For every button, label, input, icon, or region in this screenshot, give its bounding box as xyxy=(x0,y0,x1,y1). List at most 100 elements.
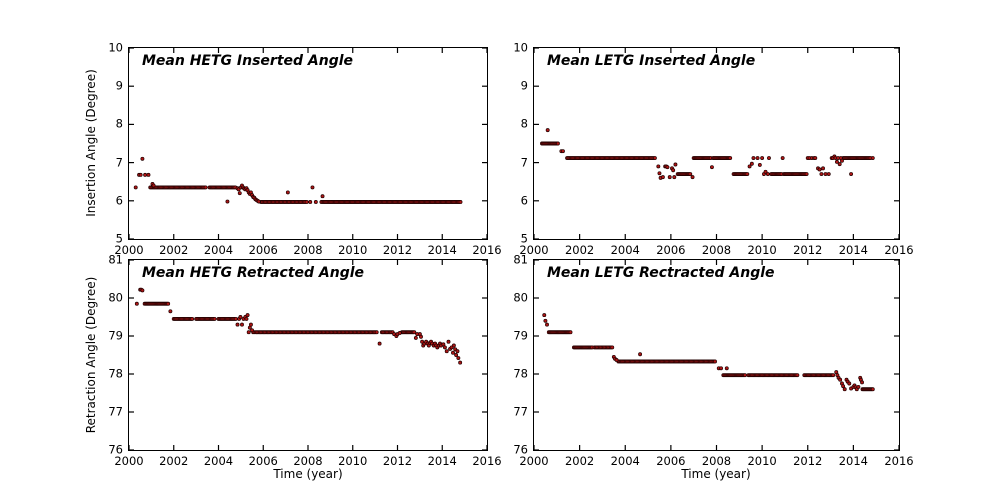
x-tick-label: 2010 xyxy=(338,243,368,257)
x-tick-label: 2002 xyxy=(159,454,189,468)
x-tick-label: 2000 xyxy=(519,454,549,468)
data-point xyxy=(817,167,822,172)
data-point xyxy=(826,172,831,177)
x-tick-label: 2008 xyxy=(293,454,323,468)
x-tick-label: 2014 xyxy=(838,243,869,257)
data-point xyxy=(556,141,560,146)
x-tick-label: 2008 xyxy=(701,454,732,468)
y-tick-label: 10 xyxy=(513,40,528,55)
y-tick-label: 8 xyxy=(115,116,123,131)
y-tick-label: 8 xyxy=(520,116,528,131)
x-tick-label: 2002 xyxy=(564,243,595,257)
data-point xyxy=(638,352,643,357)
x-tick-label: 2010 xyxy=(747,454,777,468)
data-point xyxy=(151,183,156,188)
data-point xyxy=(545,128,550,133)
scatter-canvas xyxy=(129,260,487,450)
data-point xyxy=(233,316,238,321)
data-point xyxy=(831,373,836,378)
data-point xyxy=(561,149,565,154)
x-axis-title-right: Time (year) xyxy=(681,467,751,481)
data-point xyxy=(397,331,402,335)
data-point xyxy=(823,172,828,177)
y-tick-label: 77 xyxy=(513,404,528,419)
data-point xyxy=(713,359,717,364)
data-point xyxy=(225,199,230,204)
data-point xyxy=(747,164,752,169)
data-point xyxy=(719,366,724,371)
x-tick-label: 2012 xyxy=(793,243,823,257)
data-point xyxy=(441,342,446,347)
x-tick-label: 2016 xyxy=(472,454,502,468)
scatter-canvas xyxy=(129,48,487,239)
data-point xyxy=(673,162,678,167)
data-point xyxy=(763,169,768,174)
data-point xyxy=(168,309,173,314)
data-point xyxy=(542,313,547,318)
panel-letg-inserted: Mean LETG Inserted Angle 2000 2002 2004 200… xyxy=(513,40,913,257)
y-tick-label: 80 xyxy=(108,290,123,305)
data-point xyxy=(320,194,325,199)
data-point xyxy=(166,301,171,306)
data-point xyxy=(657,171,662,176)
data-point xyxy=(847,381,852,386)
x-tick-label: 2004 xyxy=(610,454,640,468)
x-tick-label: 2000 xyxy=(114,454,144,468)
data-point xyxy=(757,162,762,167)
x-tick-label: 2006 xyxy=(248,243,278,257)
panel-hetg-inserted: Mean HETG Inserted Angle 2000 2002 2004 200… xyxy=(108,40,501,257)
x-tick-label: 2016 xyxy=(884,243,914,257)
data-point xyxy=(765,172,770,177)
x-tick-label: 2006 xyxy=(656,454,686,468)
y-tick-label: 78 xyxy=(513,366,528,381)
data-point xyxy=(614,357,619,362)
y-axis-title-retraction: Retraction Angle (Degree) xyxy=(84,276,98,434)
data-point xyxy=(543,318,548,323)
y-tick-label: 6 xyxy=(520,193,528,208)
data-point xyxy=(745,172,750,177)
data-point xyxy=(456,356,461,360)
x-tick-label: 2008 xyxy=(293,243,323,257)
data-point xyxy=(444,349,449,354)
x-tick-label: 2016 xyxy=(472,243,502,257)
data-point xyxy=(724,366,729,371)
data-point xyxy=(451,350,455,355)
data-point xyxy=(751,156,756,160)
data-point xyxy=(310,185,315,190)
data-point xyxy=(134,301,139,306)
data-point xyxy=(672,175,677,180)
data-point xyxy=(458,199,463,204)
data-point xyxy=(140,156,145,161)
data-point xyxy=(870,156,875,160)
data-point xyxy=(760,156,765,160)
data-point xyxy=(442,345,447,350)
y-tick-label: 9 xyxy=(115,78,123,93)
x-tick-label: 2000 xyxy=(114,243,144,257)
data-point xyxy=(749,161,754,166)
data-point xyxy=(454,353,459,357)
data-point xyxy=(245,313,250,318)
data-point xyxy=(610,345,615,350)
data-point xyxy=(250,328,255,333)
data-point xyxy=(140,288,145,293)
y-tick-label: 76 xyxy=(513,442,528,457)
x-tick-label: 2006 xyxy=(248,454,278,468)
data-point xyxy=(212,316,217,321)
data-point xyxy=(412,330,417,335)
x-tick-label: 2000 xyxy=(519,243,549,257)
x-tick-label: 2014 xyxy=(838,454,869,468)
x-tick-label: 2006 xyxy=(656,243,686,257)
panel-letg-retracted: Mean LETG Rectracted Angle 2000 2002 2004 2… xyxy=(513,252,913,468)
data-point xyxy=(780,156,785,160)
data-point xyxy=(377,341,382,346)
data-point xyxy=(248,322,253,327)
data-point xyxy=(446,339,451,344)
data-point xyxy=(709,165,714,170)
data-point xyxy=(374,330,379,335)
x-tick-label: 2012 xyxy=(382,454,413,468)
x-tick-label: 2010 xyxy=(338,454,368,468)
y-tick-label: 79 xyxy=(513,328,528,343)
data-point xyxy=(256,199,261,204)
y-tick-label: 77 xyxy=(108,404,123,419)
x-tick-label: 2008 xyxy=(701,243,732,257)
